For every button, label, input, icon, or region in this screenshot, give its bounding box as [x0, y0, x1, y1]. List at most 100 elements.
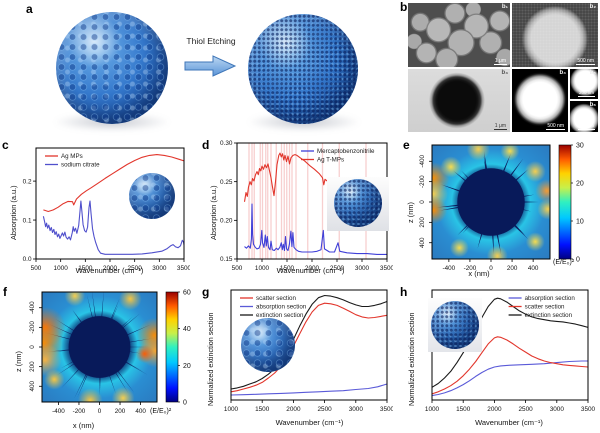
field-map [42, 292, 157, 402]
tick-label: 2500 [330, 265, 345, 272]
tick-label: 3500 [380, 265, 393, 272]
legend-label: Ag MPs [61, 153, 83, 160]
etched-microsphere-image [248, 14, 358, 124]
arrow-label: Thiol Etching [186, 36, 236, 46]
panel-label: d [202, 138, 210, 152]
highlight-band [291, 143, 293, 259]
panel-e: e -400 -200 0 200 400 -400 -200 0 200 400 0 10 20 30 … [398, 137, 600, 282]
subpanel-label: b₆ [589, 102, 596, 108]
panel-label: a [26, 2, 33, 16]
inset-sphere-image [334, 179, 382, 227]
tick-label: 1000 [425, 406, 440, 413]
highlight-band [265, 143, 267, 259]
x-axis-label: Wavenumber (cm⁻¹) [475, 418, 543, 427]
tick-label: 2000 [305, 265, 320, 272]
highlight-band [270, 143, 272, 259]
tick-label: 1000 [54, 265, 69, 272]
tick-label: -400 [443, 265, 456, 272]
tick-label: 60 [183, 290, 191, 297]
tick-label: 3500 [581, 406, 596, 413]
legend-label: absorption section [256, 304, 307, 311]
tick-label: 1500 [280, 265, 295, 272]
tick-label: 0.1 [23, 217, 32, 224]
tick-label: -200 [464, 265, 477, 272]
legend-label: Ag T-MPs [317, 157, 344, 164]
tick-label: 10 [576, 219, 584, 226]
sem-image-b2: b₂ 500 nm [512, 3, 598, 67]
highlight-band [295, 143, 297, 259]
inset-sphere-image [241, 318, 295, 372]
tick-label: 0.25 [220, 179, 233, 186]
tick-label: 400 [135, 408, 146, 415]
tick-label: 200 [419, 217, 426, 228]
tick-label: 2500 [128, 265, 143, 272]
inset-sphere-image [129, 173, 175, 219]
panel-label: h [400, 285, 408, 299]
x-axis-label: x (nm) [468, 269, 490, 278]
highlight-band [253, 143, 255, 259]
panel-label: f [3, 285, 7, 299]
legend-label: scatter section [256, 295, 296, 302]
x-axis-label: x (nm) [72, 421, 95, 430]
tick-label: 20 [183, 363, 191, 370]
series-extinction-section [230, 294, 388, 390]
subpanel-label: b₄ [559, 70, 566, 76]
highlight-band [251, 143, 253, 259]
chart-g-svg: 1000 1500 2000 2500 3000 3500 scatter section a… [224, 289, 395, 413]
highlight-band [321, 143, 324, 259]
legend-label: Mercaptobenzonitrile [317, 148, 375, 155]
tick-label: 0 [29, 345, 36, 349]
stem-image-b4: b₄ 500 nm [512, 69, 568, 132]
subpanel-label: b₃ [501, 70, 508, 76]
y-axis-label: Normalized extinction section [407, 312, 416, 406]
highlight-band [283, 143, 285, 259]
y-axis-label: z (nm) [406, 202, 415, 223]
highlight-band [275, 143, 277, 259]
panel-h: h 1000 1500 2000 2500 3000 3500 absorption sec… [398, 282, 600, 433]
inset-card [428, 298, 482, 352]
legend-label: extinction section [525, 312, 573, 319]
tick-label: 0 [419, 200, 426, 204]
panel-f: f -400 -200 0 200 400 -400 -200 0 200 400 0 20 40 60 … [0, 282, 197, 433]
colorbar [558, 144, 572, 260]
subpanel-label: b₂ [589, 4, 596, 10]
tick-label: -200 [73, 408, 86, 415]
tick-label: 2000 [103, 265, 118, 272]
x-axis-label: Wavenumber (cm⁻¹) [276, 266, 345, 275]
arrow-icon [183, 53, 239, 84]
x-axis-label: Wavenumber (cm⁻¹) [75, 266, 144, 275]
colorbar [165, 291, 179, 403]
subpanel-label: b₁ [501, 4, 508, 10]
legend-label: absorption section [525, 295, 576, 302]
tick-label: 200 [29, 361, 36, 372]
highlight-band [267, 143, 269, 259]
inset-sphere-image [431, 301, 479, 349]
chart-c-svg: 500 1000 1500 2000 2500 3000 3500 0.0 0.1 0.2 Ag M… [23, 147, 192, 272]
series-Ag-MPs [43, 154, 185, 213]
subpanel-label: b₅ [589, 70, 596, 76]
tick-label: 400 [528, 265, 539, 272]
panel-label: g [202, 285, 210, 299]
field-map [432, 145, 550, 259]
highlight-band [248, 143, 250, 259]
highlight-band [280, 143, 283, 259]
chart-g: 1000 1500 2000 2500 3000 3500 scatter section a… [201, 286, 395, 416]
tick-label: 3000 [152, 265, 167, 272]
panel-g: g 1000 1500 2000 2500 3000 3500 scatter sectio… [197, 282, 398, 433]
tick-label: 3000 [355, 265, 370, 272]
highlight-band [261, 143, 264, 259]
rough-microsphere-image [56, 12, 168, 124]
y-axis-label: Absorption (a.u.) [209, 185, 218, 240]
y-axis-label: Absorption (a.u.) [9, 185, 18, 240]
tick-label: 40 [183, 326, 191, 333]
tick-label: 0.30 [220, 140, 233, 147]
tick-label: 1000 [224, 406, 239, 413]
tick-label: 3500 [177, 265, 190, 272]
tick-label: 0 [183, 400, 187, 407]
tick-label: 1000 [255, 265, 270, 272]
series-scatter-section [230, 302, 388, 393]
tick-label: 0.15 [220, 256, 233, 263]
scale-bar: 1 μm [493, 58, 507, 65]
colorbar-label: (E/E₀)² [150, 408, 172, 415]
